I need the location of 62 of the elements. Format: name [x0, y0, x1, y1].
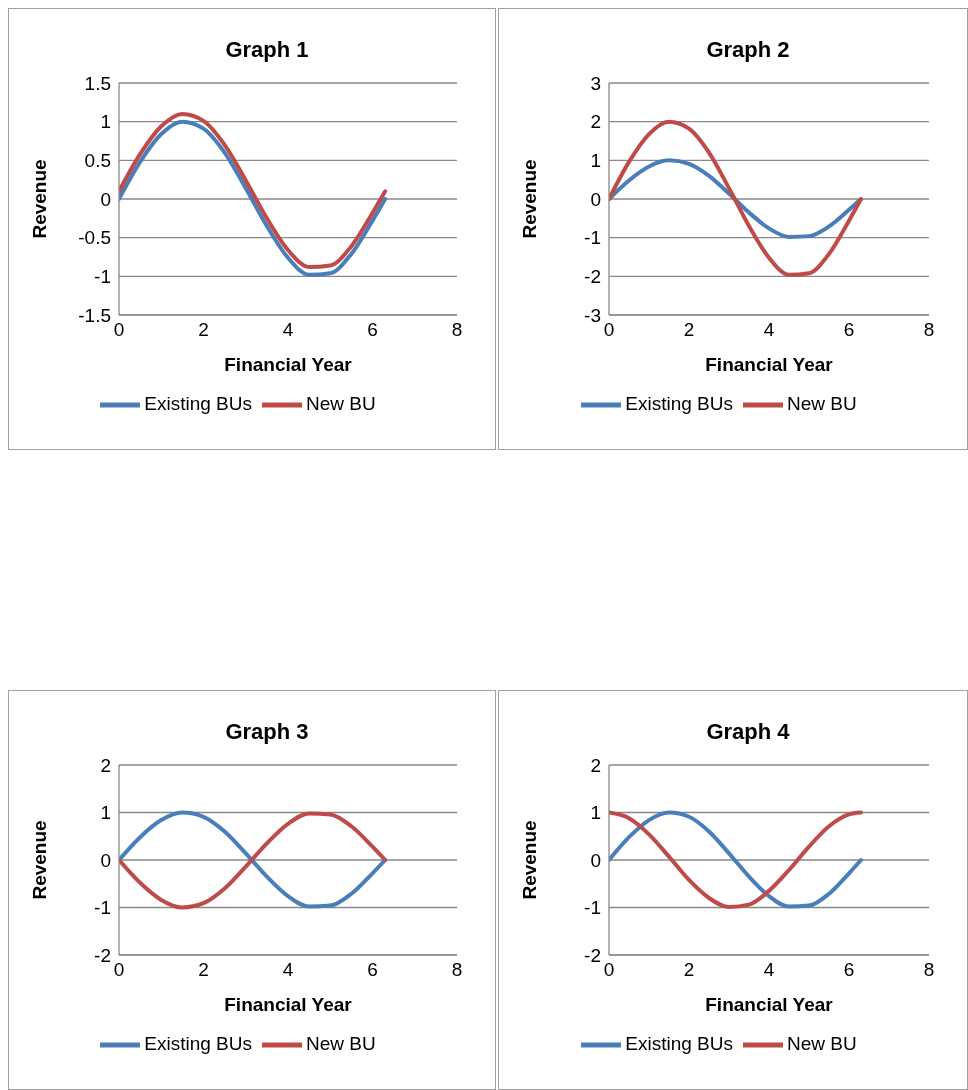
x-tick-label: 4: [763, 319, 775, 341]
y-tick-label: -0.5: [78, 227, 111, 249]
legend-label: New BU: [306, 1033, 376, 1055]
y-tick-label: -1: [584, 897, 601, 919]
y-tick-label: 0: [590, 849, 601, 871]
y-tick-label: 0: [100, 188, 111, 210]
x-tick-label: 8: [451, 319, 463, 341]
x-tick-label: 4: [763, 959, 775, 981]
x-tick-label: 6: [367, 319, 378, 341]
chart-title: Graph 2: [705, 37, 791, 63]
y-tick-label: -1: [584, 227, 601, 249]
legend-label: Existing BUs: [144, 393, 252, 415]
chart-title: Graph 4: [705, 719, 791, 745]
y-tick-label: 1: [100, 802, 111, 824]
y-tick-label: 0: [590, 188, 601, 210]
legend-label: Existing BUs: [625, 1033, 733, 1055]
y-tick-label: 2: [590, 754, 601, 776]
y-tick-label: -1: [94, 266, 111, 288]
y-tick-label: -3: [584, 304, 601, 326]
x-tick-label: 2: [683, 319, 695, 341]
y-tick-label: 2: [100, 754, 111, 776]
legend-label: Existing BUs: [144, 1033, 252, 1055]
x-tick-label: 2: [683, 959, 695, 981]
x-tick-label: 6: [843, 959, 855, 981]
x-axis-title: Financial Year: [224, 994, 353, 1015]
y-tick-label: -1: [94, 897, 111, 919]
chart-title: Graph 3: [224, 719, 310, 745]
y-tick-label: -1.5: [78, 304, 111, 326]
chart-title: Graph 1: [224, 37, 310, 63]
legend-label: Existing BUs: [625, 393, 733, 415]
x-axis-title: Financial Year: [705, 994, 834, 1015]
y-tick-label: 0: [100, 849, 111, 871]
y-tick-label: -2: [584, 944, 601, 966]
legend-label: New BU: [787, 1033, 857, 1055]
x-tick-label: 8: [923, 319, 935, 341]
y-tick-label: -2: [584, 266, 601, 288]
x-tick-label: 6: [843, 319, 855, 341]
y-axis-title: Revenue: [28, 820, 50, 900]
legend-label: New BU: [787, 393, 857, 415]
y-tick-label: 2: [590, 111, 601, 133]
x-tick-label: 2: [198, 959, 209, 981]
y-axis-title: Revenue: [28, 159, 50, 239]
y-tick-label: -2: [94, 944, 111, 966]
x-tick-label: 4: [282, 959, 294, 981]
line-series: [609, 810, 863, 909]
x-tick-label: 4: [282, 319, 294, 341]
x-tick-label: 6: [367, 959, 378, 981]
line-series: [609, 119, 863, 277]
x-tick-label: 2: [198, 319, 209, 341]
legend-label: New BU: [306, 393, 376, 415]
x-axis-title: Financial Year: [224, 354, 353, 375]
y-tick-label: 1: [590, 150, 601, 172]
y-tick-label: 3: [590, 72, 601, 94]
x-axis-title: Financial Year: [705, 354, 834, 375]
y-axis-title: Revenue: [518, 820, 540, 900]
y-tick-label: 1.5: [84, 72, 111, 94]
y-axis-title: Revenue: [518, 159, 540, 239]
y-tick-label: 1: [590, 802, 601, 824]
x-tick-label: 8: [923, 959, 935, 981]
x-tick-label: 8: [451, 959, 463, 981]
y-tick-label: 0.5: [84, 150, 111, 172]
y-tick-label: 1: [100, 111, 111, 133]
